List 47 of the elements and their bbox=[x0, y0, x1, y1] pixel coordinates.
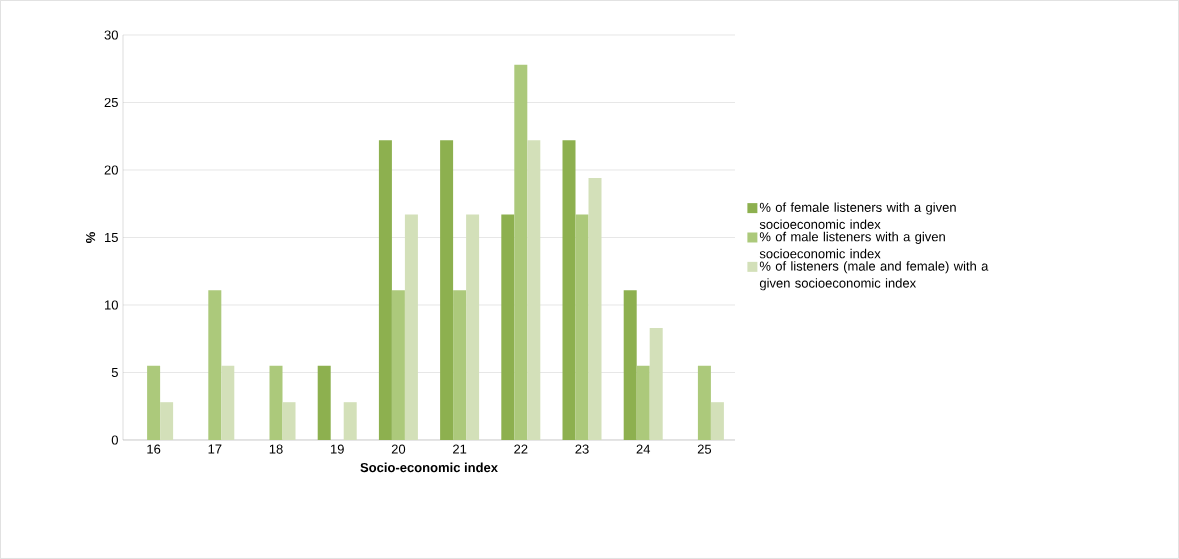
x-tick-label: 18 bbox=[269, 444, 283, 454]
bar bbox=[697, 365, 711, 440]
y-tick-label: 30 bbox=[104, 30, 118, 40]
bar bbox=[649, 327, 663, 440]
y-axis-title: % bbox=[86, 232, 96, 243]
bar bbox=[440, 140, 454, 440]
bar bbox=[575, 214, 589, 440]
x-tick-label: 21 bbox=[453, 444, 467, 454]
x-tick-label: 24 bbox=[636, 444, 651, 454]
bar bbox=[378, 140, 392, 440]
y-tick-label: 0 bbox=[111, 435, 118, 445]
legend-label: % of listeners (male and female) with a given socioeconomic index bbox=[759, 261, 989, 291]
bar bbox=[501, 214, 515, 440]
bar bbox=[343, 402, 357, 440]
bar bbox=[623, 290, 637, 440]
bar bbox=[147, 365, 161, 440]
bar bbox=[282, 402, 296, 440]
y-tick-label: 15 bbox=[105, 232, 118, 243]
bar bbox=[514, 64, 528, 440]
legend-label: % of male listeners with a given socioeconomic index bbox=[759, 231, 945, 259]
bar bbox=[453, 290, 467, 440]
legend-label: % of female listeners with a given socioeconomic index bbox=[759, 202, 956, 229]
bar bbox=[562, 140, 576, 440]
bar bbox=[317, 365, 331, 440]
x-tick-label: 16 bbox=[147, 444, 161, 454]
bar bbox=[221, 365, 235, 440]
x-tick-label: 19 bbox=[330, 444, 344, 454]
y-tick-label: 10 bbox=[105, 300, 118, 310]
x-axis-title: Socio-economic index bbox=[360, 462, 498, 473]
bar bbox=[636, 365, 650, 440]
bar bbox=[160, 402, 174, 440]
bar bbox=[269, 365, 283, 440]
bar bbox=[466, 214, 480, 440]
bar bbox=[527, 140, 541, 440]
bar bbox=[391, 290, 405, 440]
y-tick-label: 5 bbox=[111, 367, 118, 378]
y-tick-label: 25 bbox=[104, 97, 118, 108]
x-tick-label: 17 bbox=[208, 444, 222, 454]
y-tick-label: 20 bbox=[104, 165, 118, 175]
bar bbox=[208, 290, 222, 440]
x-tick-label: 25 bbox=[697, 444, 712, 454]
x-tick-label: 23 bbox=[575, 444, 589, 454]
x-tick-label: 22 bbox=[514, 444, 528, 454]
bar bbox=[710, 402, 724, 440]
bar bbox=[588, 178, 602, 440]
bar bbox=[404, 214, 418, 440]
x-tick-label: 20 bbox=[391, 444, 406, 454]
